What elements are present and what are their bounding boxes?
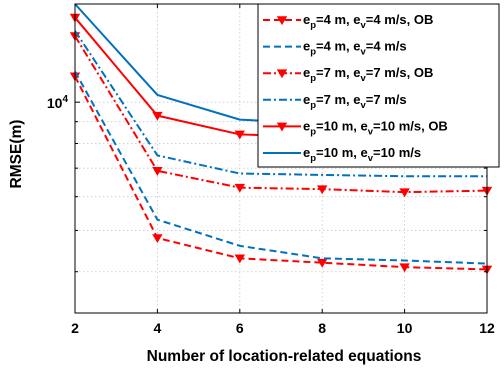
legend-label-part: v <box>361 47 367 58</box>
legend-label-part: p <box>310 126 316 137</box>
x-tick-label: 6 <box>236 320 244 336</box>
legend-label-part: =4 m/s <box>366 39 407 54</box>
y-tick-base: 10 <box>47 95 63 111</box>
data-point-marker <box>152 167 163 176</box>
legend-item-2: ep=4 m, ev=4 m/s <box>263 39 407 58</box>
legend-label-part: =7 m, <box>316 65 353 80</box>
legend-label-part: p <box>310 73 316 84</box>
x-axis-ticks: 2 4 6 8 10 12 <box>71 4 495 336</box>
legend-box <box>257 3 500 168</box>
data-point-marker <box>317 258 328 268</box>
data-point-marker <box>399 188 410 198</box>
legend-item-1: ep=4 m, ev=4 m/s, OB <box>263 12 433 31</box>
legend-label-part: =7 m/s <box>366 92 407 107</box>
legend-item-6: ep=10 m, ev=10 m/s <box>263 145 421 164</box>
legend-label-part: =4 m/s, OB <box>366 12 434 27</box>
series-line <box>74 71 488 265</box>
legend-label: ep=7 m, ev=7 m/s, OB <box>303 65 433 84</box>
series-4 <box>74 30 487 178</box>
x-tick-label: 2 <box>71 320 79 336</box>
legend-label: ep=10 m, ev=10 m/s <box>303 145 421 164</box>
legend-label-part: v <box>361 73 367 84</box>
legend-label-part: e <box>353 12 360 27</box>
y-tick-exponent: 4 <box>62 94 68 105</box>
x-tick-label: 8 <box>318 320 326 336</box>
legend-label-part: p <box>310 47 316 58</box>
x-tick-label: 10 <box>397 320 413 336</box>
legend-label-part: e <box>303 92 310 107</box>
legend-label-part: p <box>310 100 316 111</box>
legend-label-part: =4 m, <box>316 39 353 54</box>
series-2 <box>74 71 488 265</box>
data-point-marker <box>234 130 245 140</box>
legend-label-part: =7 m, <box>316 92 353 107</box>
legend-label-part: e <box>303 145 310 160</box>
series-line <box>74 30 487 178</box>
legend-label: ep=10 m, ev=10 m/s, OB <box>303 118 448 137</box>
legend-marker <box>276 16 288 26</box>
legend-label: ep=4 m, ev=4 m/s <box>303 39 407 58</box>
data-point-marker <box>234 183 245 193</box>
legend-label-part: e <box>303 39 310 54</box>
legend-label-part: e <box>361 145 368 160</box>
legend-label-part: p <box>310 20 316 31</box>
legend-label-part: e <box>303 12 310 27</box>
data-point-marker <box>152 111 163 121</box>
legend-marker <box>276 69 288 79</box>
legend-label-part: v <box>361 20 367 31</box>
legend-item-4: ep=7 m, ev=7 m/s <box>263 92 407 111</box>
legend-item-5: ep=10 m, ev=10 m/s, OB <box>263 118 448 137</box>
data-point-marker <box>399 263 410 273</box>
y-tick-label: 104 <box>47 94 69 111</box>
legend-label-part: =10 m, <box>316 118 360 133</box>
x-axis-title: Number of location-related equations <box>147 348 422 365</box>
legend-label-part: e <box>353 39 360 54</box>
series-line <box>74 35 488 194</box>
legend-label-part: e <box>361 118 368 133</box>
legend-label-part: =4 m, <box>316 12 353 27</box>
legend-label-part: e <box>353 92 360 107</box>
legend-label-part: p <box>310 153 316 164</box>
legend-label-part: e <box>303 65 310 80</box>
series-3 <box>69 32 493 198</box>
legend-label-part: v <box>368 126 374 137</box>
legend-label-part: e <box>303 118 310 133</box>
legend-label-part: e <box>353 65 360 80</box>
data-point-marker <box>152 234 163 244</box>
x-tick-label: 4 <box>154 320 162 336</box>
legend-item-3: ep=7 m, ev=7 m/s, OB <box>263 65 433 84</box>
data-point-marker <box>234 254 245 264</box>
legend-label-part: =7 m/s, OB <box>366 65 434 80</box>
legend-marker <box>276 122 288 132</box>
data-point-marker <box>317 185 328 195</box>
legend-label-part: v <box>361 100 367 111</box>
legend-label-part: =10 m/s, OB <box>373 118 448 133</box>
y-axis-title: RMSE(m) <box>8 120 25 189</box>
legend-label: ep=4 m, ev=4 m/s, OB <box>303 12 433 31</box>
x-tick-label: 12 <box>479 320 495 336</box>
legend-label-part: =10 m, <box>316 145 360 160</box>
legend-label: ep=7 m, ev=7 m/s <box>303 92 407 111</box>
legend-label-part: =10 m/s <box>373 145 421 160</box>
series-line <box>74 75 488 271</box>
legend-label-part: v <box>368 153 374 164</box>
